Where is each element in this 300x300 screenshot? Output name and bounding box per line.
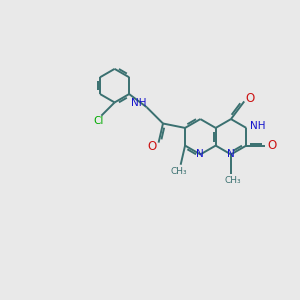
Text: NH: NH xyxy=(131,98,146,108)
Text: O: O xyxy=(148,140,157,153)
Text: Cl: Cl xyxy=(93,116,103,126)
Text: N: N xyxy=(196,149,204,159)
Text: N: N xyxy=(227,149,235,159)
Text: O: O xyxy=(245,92,254,105)
Text: O: O xyxy=(267,139,277,152)
Text: CH₃: CH₃ xyxy=(224,176,241,184)
Text: NH: NH xyxy=(250,122,266,131)
Text: CH₃: CH₃ xyxy=(171,167,188,176)
